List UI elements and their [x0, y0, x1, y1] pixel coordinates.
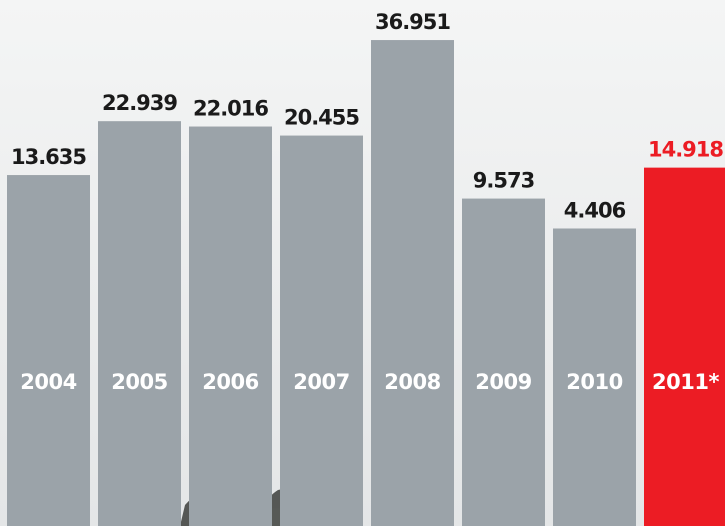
category-label: 2004 — [20, 370, 76, 394]
category-label: 2005 — [111, 370, 167, 394]
value-label: 22.939 — [102, 91, 177, 115]
category-label: 2011* — [652, 370, 719, 394]
bar — [7, 175, 90, 526]
bar — [553, 228, 636, 526]
category-label: 2007 — [293, 370, 349, 394]
category-label: 2010 — [566, 370, 622, 394]
category-label: 2009 — [475, 370, 531, 394]
category-label: 2008 — [384, 370, 440, 394]
bar — [98, 121, 181, 526]
value-label: 9.573 — [473, 169, 534, 193]
value-label: 22.016 — [193, 97, 268, 121]
category-label: 2006 — [202, 370, 258, 394]
bar — [280, 135, 363, 526]
bar — [462, 198, 545, 526]
value-label: 14.918 — [648, 138, 723, 162]
value-label: 36.951 — [375, 10, 450, 34]
bar — [189, 126, 272, 526]
value-label: 20.455 — [284, 106, 359, 130]
value-label: 13.635 — [11, 145, 86, 169]
value-label: 4.406 — [564, 198, 626, 222]
bar — [644, 167, 725, 526]
bar — [371, 40, 454, 526]
